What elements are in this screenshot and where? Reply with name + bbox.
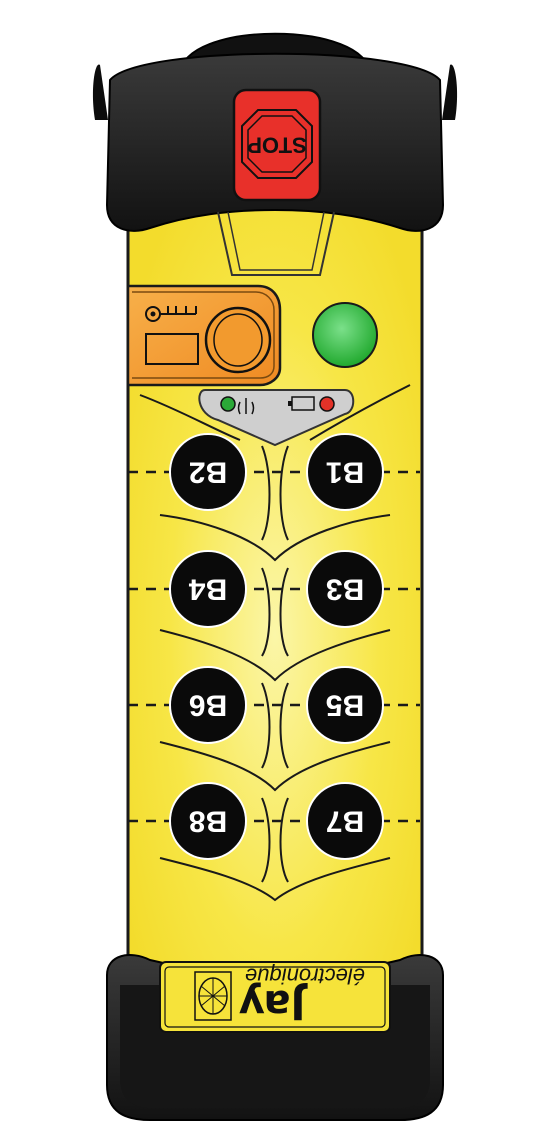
button-chevron-decor: [139, 384, 411, 902]
button-B5-label: B5: [326, 689, 364, 722]
indicator-panel: [198, 389, 355, 447]
stop-label: STOP: [247, 133, 307, 158]
button-B8[interactable]: B8: [169, 782, 247, 860]
key-knob[interactable]: [204, 306, 272, 374]
key-icon: [145, 306, 197, 322]
key-slot-window: [145, 333, 199, 365]
battery-icon: [288, 396, 315, 411]
button-B8-label: B8: [189, 805, 227, 838]
status-light-green: [312, 302, 378, 368]
button-B2[interactable]: B2: [169, 433, 247, 511]
brand-subtitle: électronique: [245, 964, 365, 989]
antenna-signal-icon: [237, 398, 255, 415]
button-B1-label: B1: [326, 456, 364, 489]
button-B6[interactable]: B6: [169, 666, 247, 744]
button-B3-label: B3: [326, 573, 364, 606]
button-B7[interactable]: B7: [306, 782, 384, 860]
led-red: [319, 396, 335, 412]
led-green: [220, 396, 236, 412]
button-B4-label: B4: [189, 573, 228, 606]
button-B6-label: B6: [189, 689, 227, 722]
button-B1[interactable]: B1: [306, 433, 384, 511]
key-switch-panel[interactable]: [126, 284, 282, 387]
stop-switch-guard: [217, 211, 335, 276]
globe-logo-icon: [194, 971, 232, 1021]
brand-plate: Jay électronique: [159, 961, 391, 1033]
stop-button[interactable]: STOP: [232, 88, 322, 202]
button-B2-label: B2: [189, 456, 227, 489]
button-B3[interactable]: B3: [306, 550, 384, 628]
button-B5[interactable]: B5: [306, 666, 384, 744]
brand-name: Jay: [239, 981, 309, 1027]
button-B4[interactable]: B4: [169, 550, 247, 628]
button-B7-label: B7: [326, 805, 364, 838]
